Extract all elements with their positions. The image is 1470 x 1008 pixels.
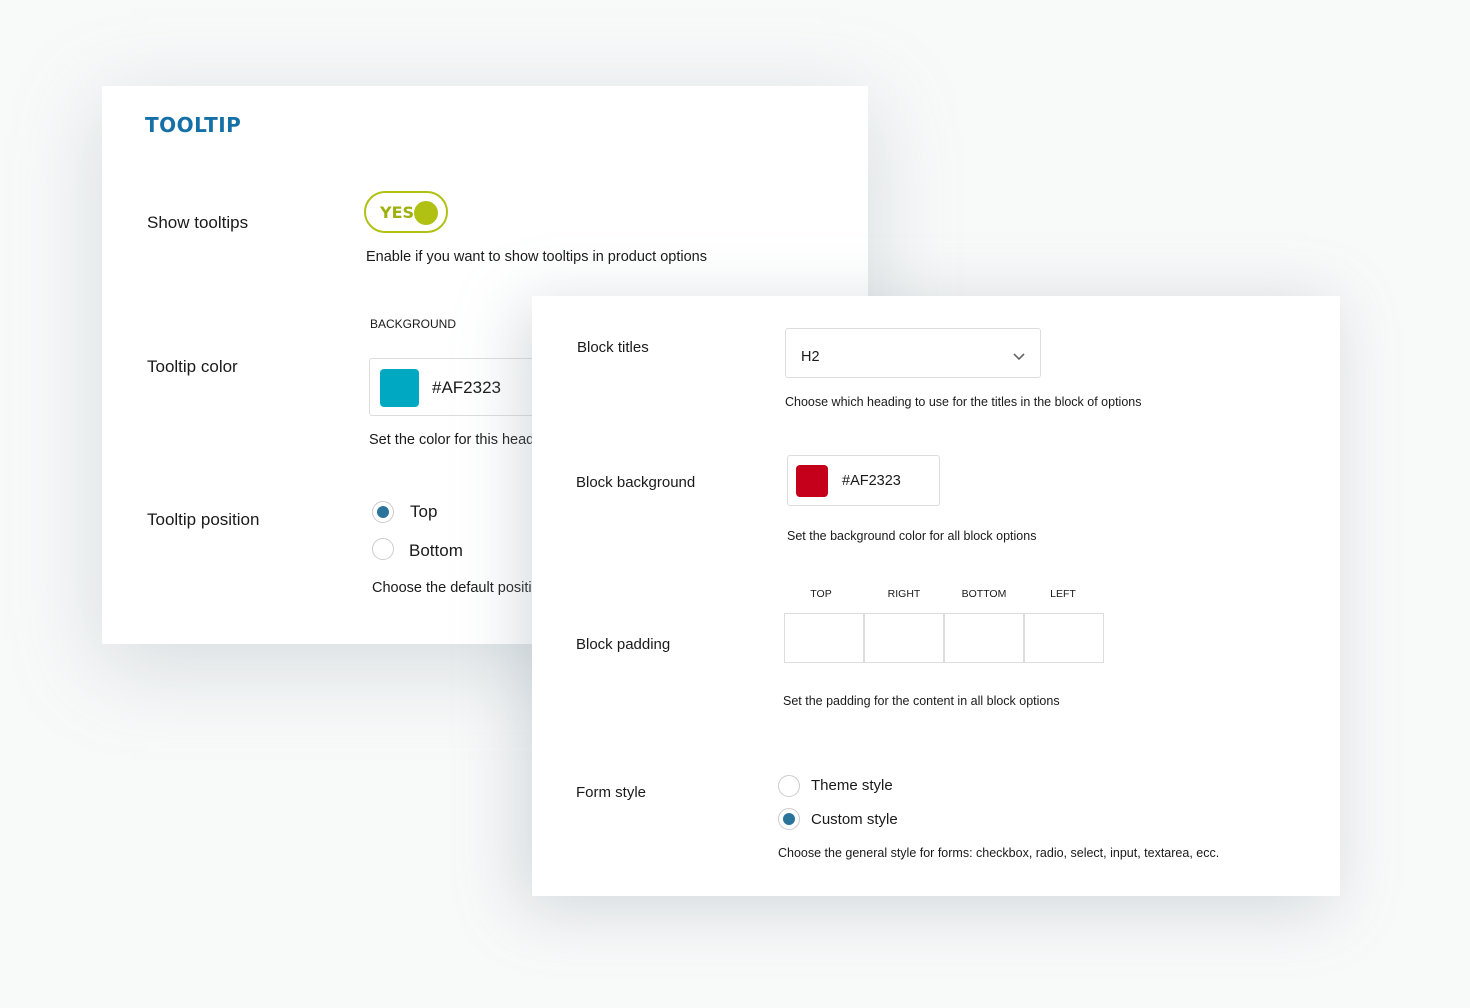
block-background-label: Block background <box>576 474 696 491</box>
padding-top-input[interactable] <box>784 613 864 663</box>
show-tooltips-description: Enable if you want to show tooltips in p… <box>366 249 707 265</box>
padding-bottom-label: BOTTOM <box>961 588 1007 600</box>
show-tooltips-toggle[interactable]: YES <box>364 191 448 233</box>
radio-custom-style[interactable] <box>778 808 800 830</box>
radio-top-label: Top <box>410 502 438 521</box>
block-titles-description: Choose which heading to use for the titl… <box>785 395 1142 409</box>
radio-theme-style[interactable] <box>778 775 800 797</box>
block-background-picker[interactable]: #AF2323 <box>787 455 940 506</box>
tooltip-position-description: Choose the default positi <box>372 580 532 596</box>
tooltip-position-label: Tooltip position <box>147 510 260 529</box>
padding-right-input[interactable] <box>864 613 944 663</box>
chevron-down-icon <box>1013 353 1025 361</box>
background-sublabel: BACKGROUND <box>370 317 457 331</box>
radio-bottom-label: Bottom <box>409 541 463 560</box>
padding-bottom-input[interactable] <box>944 613 1024 663</box>
show-tooltips-label: Show tooltips <box>147 213 249 232</box>
padding-left-label: LEFT <box>1050 588 1076 600</box>
block-background-description: Set the background color for all block o… <box>787 529 1037 543</box>
radio-custom-style-label: Custom style <box>811 811 898 828</box>
block-titles-label: Block titles <box>577 339 649 356</box>
radio-bottom[interactable] <box>372 538 394 560</box>
form-style-label: Form style <box>576 784 647 801</box>
radio-top[interactable] <box>372 501 394 523</box>
block-padding-label: Block padding <box>576 636 671 653</box>
form-style-description: Choose the general style for forms: chec… <box>778 846 1220 860</box>
padding-top-label: TOP <box>810 588 832 600</box>
tooltip-color-description: Set the color for this head <box>369 432 535 448</box>
color-value: #AF2323 <box>842 473 901 489</box>
select-value: H2 <box>801 349 820 365</box>
toggle-knob <box>414 201 438 225</box>
block-settings-panel: Block titles H2 Choose which heading to … <box>532 296 1340 896</box>
toggle-text: YES <box>380 203 415 222</box>
padding-right-label: RIGHT <box>887 588 921 600</box>
block-titles-select[interactable]: H2 <box>785 328 1041 378</box>
panel-title: TOOLTIP <box>145 113 242 137</box>
color-value: #AF2323 <box>432 378 501 397</box>
block-padding-description: Set the padding for the content in all b… <box>783 694 1060 708</box>
tooltip-color-label: Tooltip color <box>147 357 238 376</box>
padding-left-input[interactable] <box>1024 613 1104 663</box>
color-swatch <box>796 465 828 497</box>
color-swatch <box>380 369 419 407</box>
radio-theme-style-label: Theme style <box>811 777 893 794</box>
